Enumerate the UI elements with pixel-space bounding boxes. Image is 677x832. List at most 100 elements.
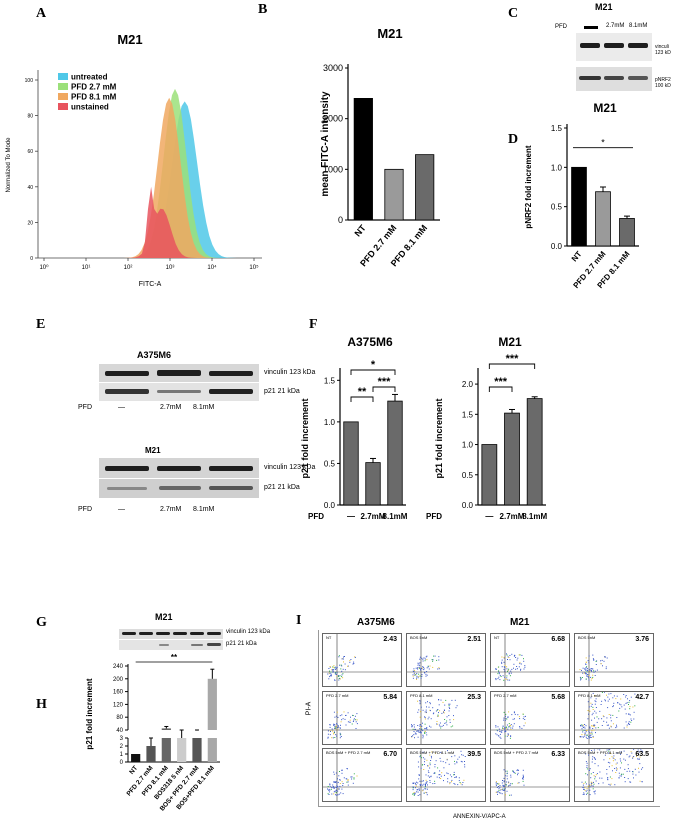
chart-f2-title: M21 bbox=[498, 335, 522, 349]
ytick-label: 2.0 bbox=[462, 380, 474, 389]
panel-label-c: C bbox=[508, 6, 519, 21]
facs-plot: NT 2.43 bbox=[322, 633, 402, 687]
facs-y-axis bbox=[318, 630, 319, 806]
wb-g-vinc-label: vinculin 123 kDa bbox=[226, 629, 271, 635]
legend-unstained: unstained bbox=[71, 103, 109, 112]
category-label: NT bbox=[352, 222, 368, 238]
wb-e-m21-p21 bbox=[99, 479, 259, 498]
bar bbox=[177, 738, 187, 762]
facs-quadrant-value: 6.68 bbox=[551, 636, 565, 643]
area-unstained bbox=[58, 186, 244, 258]
histogram-ytick: 60 bbox=[27, 149, 33, 155]
wb-g-title: M21 bbox=[155, 612, 173, 622]
facs-plot-title: PFD 2.7 mM bbox=[326, 693, 349, 698]
facs-plot: BOS 5nM + PFD 2.7 mM 6.33 bbox=[490, 748, 570, 802]
facs-quadrant-value: 25.3 bbox=[467, 694, 481, 701]
legend-swatch-untreated bbox=[58, 73, 68, 80]
facs-quadrant-value: 5.84 bbox=[383, 694, 397, 701]
facs-plot: BOS 5nM 2.51 bbox=[406, 633, 486, 687]
wb-e-title2: M21 bbox=[145, 446, 161, 455]
area-pfd81 bbox=[76, 97, 262, 258]
histogram-ytick: 80 bbox=[27, 114, 33, 120]
panel-label-g: G bbox=[36, 615, 47, 630]
bar bbox=[131, 754, 141, 762]
facs-plot: BOS 5nM + PFD 8.1 mM 39.5 bbox=[406, 748, 486, 802]
sig-mark: *** bbox=[378, 376, 392, 388]
ytick-label: 0 bbox=[120, 760, 124, 766]
histogram-ytick: 20 bbox=[27, 220, 33, 226]
legend-swatch-pfd27 bbox=[58, 83, 68, 90]
legend-pfd27: PFD 2.7 mM bbox=[71, 83, 117, 92]
facs-quadrant-value: 3.76 bbox=[635, 636, 649, 643]
bar bbox=[481, 444, 498, 506]
bar bbox=[571, 166, 587, 247]
bar bbox=[353, 98, 373, 221]
wb-e-a375-p21 bbox=[99, 383, 259, 401]
sig-mark: *** bbox=[494, 376, 508, 388]
bar bbox=[343, 421, 359, 506]
bar bbox=[384, 168, 404, 221]
ytick-label: 80 bbox=[116, 715, 123, 721]
facs-plot: PFD 2.7 mM 5.84 bbox=[322, 691, 402, 745]
category-label: NT bbox=[128, 765, 139, 776]
facs-col1-title: A375M6 bbox=[357, 617, 395, 628]
histogram-areas bbox=[58, 88, 270, 259]
facs-plot: BOS 5nM + PFD 8.1 mM 63.5 bbox=[574, 748, 654, 802]
ytick-label: 160 bbox=[113, 690, 124, 696]
wb-c-lane3: 8.1mM bbox=[629, 23, 648, 29]
ytick-label: 2000 bbox=[323, 114, 343, 124]
histogram-x-ticks: 10⁰ 10¹ 10² 10³ 10⁴ 10⁵ bbox=[39, 258, 259, 271]
wb-e-m21-p21-label: p21 21 kDa bbox=[264, 484, 300, 491]
wb-e-lane2-2: 2.7mM bbox=[160, 506, 182, 513]
histogram-ytick: 40 bbox=[27, 185, 33, 191]
histogram-chart: M21 0 20 40 60 80 100 10⁰ 10¹ 10² 10³ 10⁴ 10⁵ FITC… bbox=[6, 32, 270, 288]
wb-c-vinculin-blot bbox=[576, 33, 652, 61]
chart-f1-xlabel: PFD bbox=[308, 512, 324, 521]
bar-chart-f2: M21 0.0 0.5 1.0 1.5 2.0 p21 fold increment — 2.… bbox=[426, 335, 547, 521]
wb-c-pfd: PFD bbox=[555, 24, 567, 30]
facs-quadrant-value: 6.70 bbox=[383, 751, 397, 758]
ytick-label: 0.5 bbox=[551, 203, 563, 212]
wb-c-dash-bar bbox=[584, 26, 598, 29]
facs-plot-title: BOS 5nM + PFD 2.7 mM bbox=[326, 750, 371, 755]
sig-mark: *** bbox=[506, 353, 520, 365]
facs-plot: PFD 2.7 mM 5.68 bbox=[490, 691, 570, 745]
chart-b-title: M21 bbox=[377, 26, 402, 41]
ytick-label: 2 bbox=[120, 744, 124, 750]
bar bbox=[161, 728, 171, 730]
facs-ylabel: PI-A bbox=[305, 701, 313, 716]
facs-plot-title: BOS 5nM + PFD 8.1 mM bbox=[410, 750, 455, 755]
facs-plot-title: NT bbox=[494, 635, 500, 640]
histogram-xlabel: FITC-A bbox=[139, 281, 162, 288]
facs-plot-title: BOS 5nM bbox=[410, 635, 428, 640]
ylabel: p21 fold increment bbox=[300, 398, 310, 478]
panel-label-d: D bbox=[508, 132, 519, 147]
bar-chart-f1: A375M6 0.0 0.5 1.0 1.5 p21 fold increment — 2.… bbox=[300, 335, 408, 521]
histogram-xtick: 10⁴ bbox=[207, 264, 217, 271]
histogram-legend: untreated PFD 2.7 mM PFD 8.1 mM unstaine… bbox=[58, 73, 117, 112]
histogram-ytick: 0 bbox=[30, 256, 33, 262]
chart-h-ylabel: p21 fold increment bbox=[85, 678, 94, 749]
histogram-xtick: 10¹ bbox=[82, 265, 91, 271]
ylabel: p21 fold increment bbox=[434, 398, 444, 478]
category-label: — bbox=[485, 512, 493, 521]
panel-label-h: H bbox=[36, 697, 47, 712]
facs-plot: NT 6.68 bbox=[490, 633, 570, 687]
wb-g-p21 bbox=[119, 640, 223, 650]
facs-plot-title: BOS 5nM + PFD 2.7 mM bbox=[494, 750, 539, 755]
category-label: — bbox=[347, 512, 355, 521]
bar bbox=[207, 738, 217, 762]
bar-chart-b: M21 0 1000 2000 3000 mean FITC-A intensity NT… bbox=[320, 26, 440, 268]
panel-label-b: B bbox=[258, 2, 268, 17]
chart-f1-title: A375M6 bbox=[347, 335, 393, 349]
facs-quadrant-value: 2.43 bbox=[383, 636, 397, 643]
ytick-label: 0.5 bbox=[462, 471, 474, 480]
ytick-label: 1.0 bbox=[551, 163, 563, 172]
facs-plot-title: NT bbox=[326, 635, 332, 640]
wb-e-m21-vinculin bbox=[99, 458, 259, 478]
ytick-label: 1.5 bbox=[324, 376, 336, 385]
legend-swatch-unstained bbox=[58, 103, 68, 110]
facs-xlabel: ANNEXIN-V/APC-A bbox=[453, 814, 506, 820]
bar bbox=[387, 400, 403, 506]
